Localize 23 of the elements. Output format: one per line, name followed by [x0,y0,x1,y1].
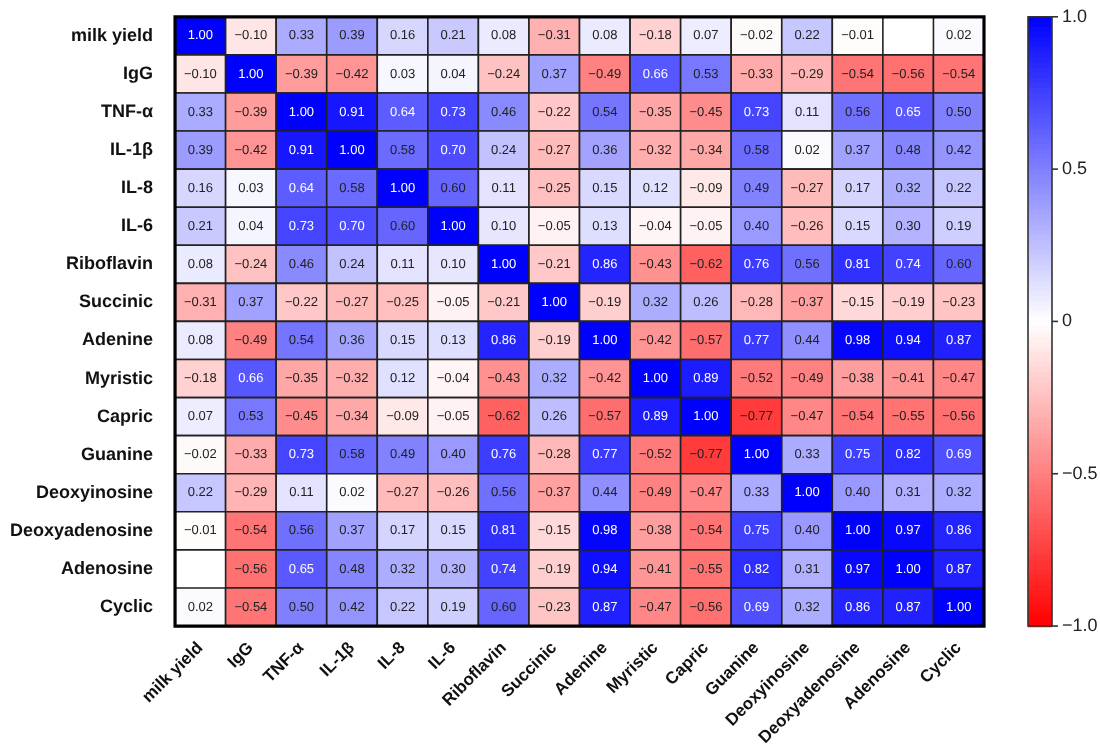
x-tick-label: IL-8 [373,636,410,673]
y-tick-label: Capric [97,405,154,426]
y-tick-label: TNF-α [100,100,154,121]
color-bar-label: −1.0 [1062,615,1098,636]
color-bar-label: −0.5 [1062,462,1098,483]
color-bar-label: 1.0 [1062,5,1088,26]
color-bar-label: 0 [1062,310,1073,331]
y-tick-label: Myristic [85,367,154,388]
y-tick-label: IL-8 [121,177,154,198]
y-tick-label: IL-6 [121,215,154,236]
y-tick-label: Adenine [82,329,154,350]
y-tick-label: Deoxyadenosine [9,519,154,540]
y-tick-label: milk yield [70,24,154,45]
y-tick-label: Guanine [81,443,154,464]
y-tick-label: Riboflavin [66,253,154,274]
y-tick-label: Adenosine [61,557,154,578]
y-tick-label: IgG [123,62,154,83]
y-tick-label: IL-1β [110,139,155,160]
y-tick-label: Succinic [79,291,154,312]
x-tick-label: IgG [222,636,258,672]
y-tick-label: Deoxyinosine [35,481,154,502]
y-tick-label: Cyclic [99,595,154,616]
color-bar-label: 0.5 [1062,158,1088,179]
